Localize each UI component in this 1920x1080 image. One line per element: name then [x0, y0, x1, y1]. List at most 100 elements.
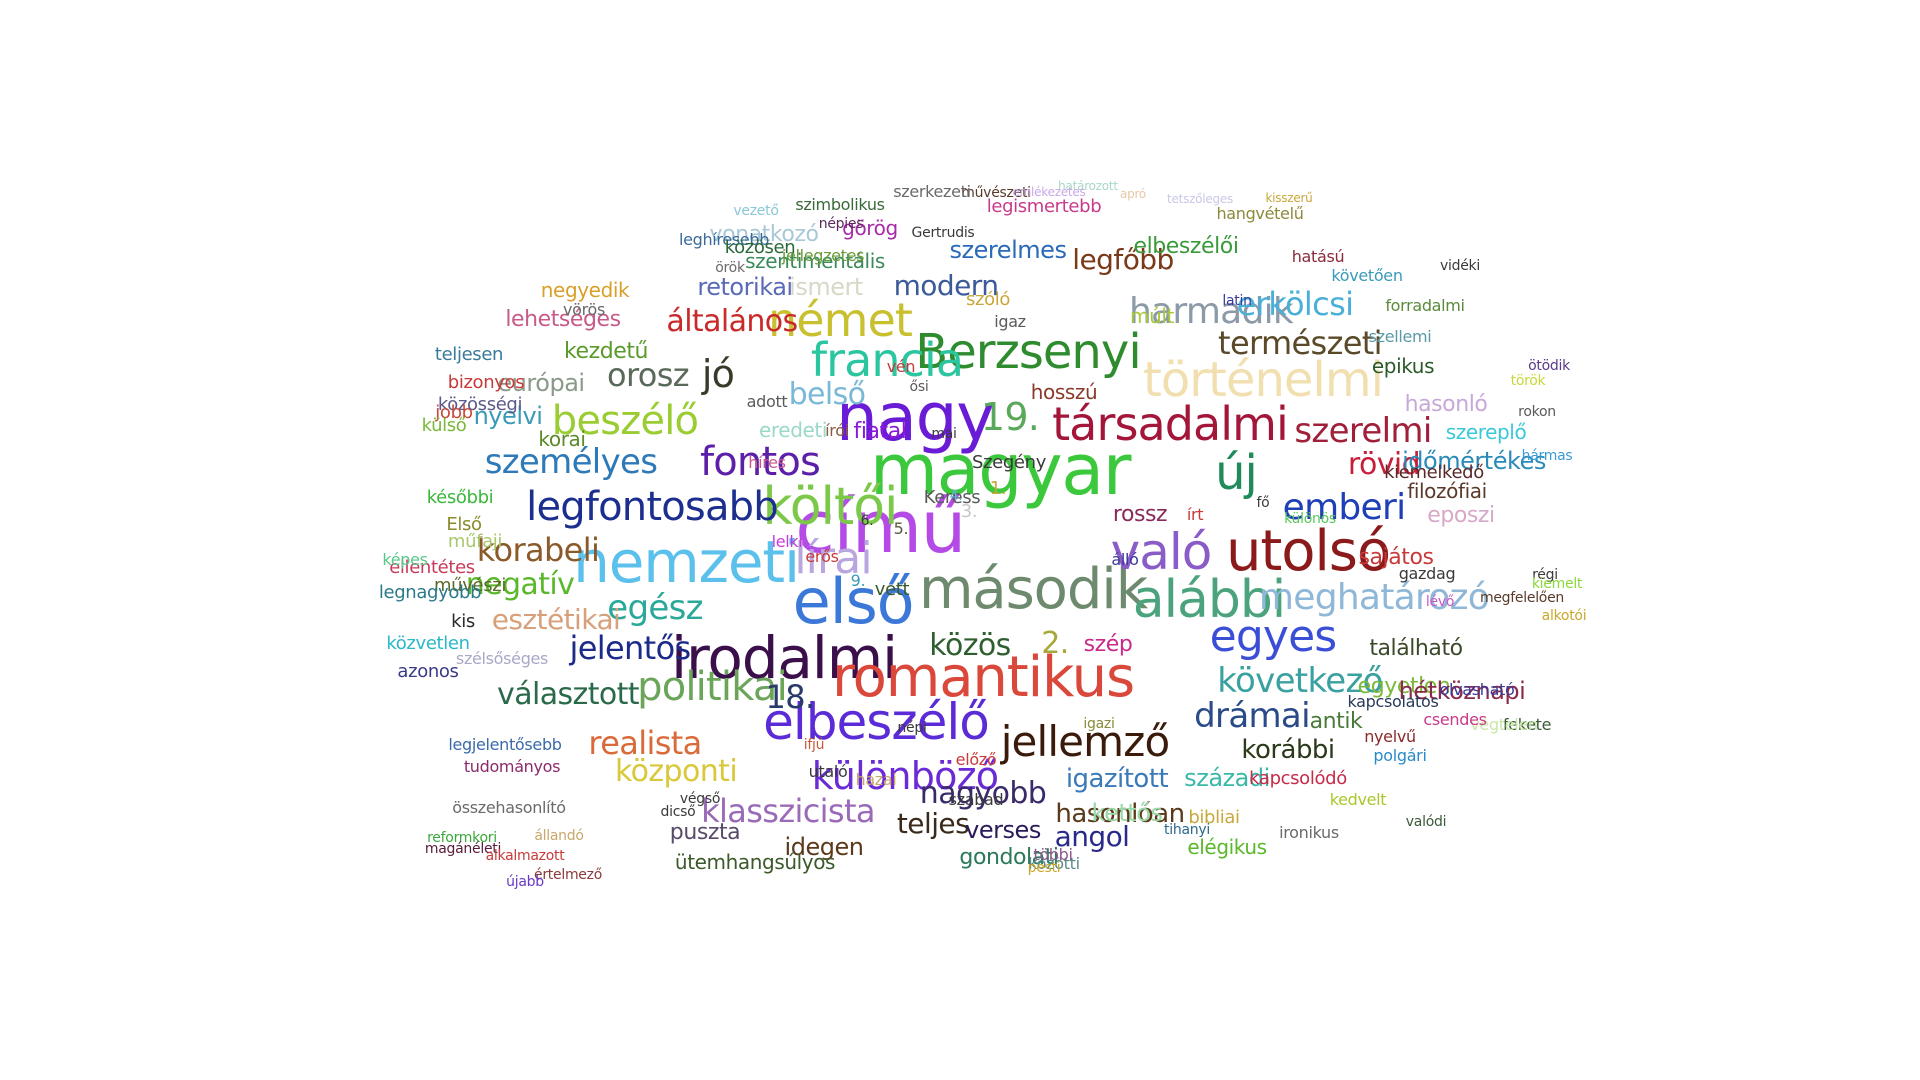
- cloud-word: művészeti: [961, 185, 1031, 201]
- cloud-word: francia: [810, 333, 964, 387]
- cloud-word: kapcsolódó: [1249, 768, 1347, 789]
- cloud-word: adott: [746, 392, 788, 411]
- cloud-word: közösen: [724, 237, 796, 258]
- cloud-word: 2.: [1041, 626, 1069, 661]
- cloud-word: idegen: [784, 833, 864, 861]
- cloud-word: csendes: [1423, 710, 1487, 729]
- cloud-word: nemzeti: [573, 528, 800, 596]
- cloud-word: elbeszélői: [1133, 234, 1239, 259]
- cloud-word: 4.: [949, 488, 963, 504]
- cloud-word: szereplő: [1445, 420, 1527, 444]
- cloud-word: meghatározó: [1258, 577, 1490, 618]
- cloud-word: hazai: [855, 770, 897, 789]
- cloud-word: történelmi: [1142, 352, 1384, 408]
- cloud-word: utolsó: [1226, 519, 1391, 584]
- cloud-word: szimbolikus: [795, 195, 885, 214]
- cloud-word: ismert: [789, 273, 863, 301]
- cloud-word: kisszerű: [1265, 191, 1313, 205]
- cloud-word: legfőbb: [1072, 243, 1174, 276]
- cloud-word: időmértékes: [1402, 447, 1546, 475]
- cloud-word: rossz: [1112, 502, 1168, 527]
- cloud-word: angol: [1054, 820, 1130, 853]
- cloud-word: latin: [1222, 293, 1252, 309]
- cloud-word: központi: [614, 754, 738, 789]
- cloud-word: írt: [1186, 505, 1204, 524]
- cloud-word: igazi: [1083, 716, 1115, 732]
- cloud-word: álló: [1111, 550, 1139, 569]
- cloud-word: népies: [818, 216, 864, 232]
- cloud-word: kezdetű: [563, 339, 649, 364]
- cloud-word: hármas: [1521, 448, 1573, 464]
- cloud-word: német: [767, 293, 913, 347]
- cloud-word: legismertebb: [986, 196, 1102, 217]
- cloud-word: ifjú: [803, 737, 825, 753]
- cloud-word: bizonyos: [447, 372, 525, 393]
- cloud-word: első: [792, 565, 915, 638]
- cloud-word: hétköznapi: [1398, 677, 1526, 705]
- cloud-word: múlt: [1130, 304, 1174, 328]
- cloud-word: szép: [1083, 632, 1133, 657]
- cloud-word: követően: [1331, 266, 1403, 285]
- cloud-word: jellemző: [1000, 717, 1170, 766]
- cloud-word: vén: [886, 357, 916, 376]
- cloud-word: régi: [1532, 567, 1558, 583]
- cloud-word: ősi: [909, 379, 929, 395]
- cloud-word: szerkezeti: [893, 182, 971, 201]
- cloud-word: lévő: [1425, 594, 1455, 610]
- cloud-word: népi: [897, 720, 927, 736]
- cloud-word: magánéleti: [424, 841, 502, 857]
- cloud-word: határozott: [1058, 179, 1118, 193]
- cloud-word: fő: [1256, 495, 1270, 511]
- cloud-word: 1.: [989, 478, 1007, 499]
- cloud-word: végtelen: [1470, 715, 1538, 734]
- cloud-word: közvetlen: [386, 633, 470, 654]
- cloud-word: pesti: [1027, 860, 1061, 876]
- cloud-word: társadalmi: [1052, 397, 1289, 451]
- cloud-word: Első: [446, 514, 482, 535]
- cloud-word: hasonló: [1404, 392, 1488, 417]
- cloud-word: közötti: [1028, 854, 1080, 873]
- cloud-word: lelki: [771, 532, 803, 551]
- cloud-word: kettős: [1091, 799, 1163, 827]
- cloud-word: kis: [451, 611, 475, 632]
- cloud-word: vezető: [733, 203, 779, 219]
- cloud-word: szóló: [965, 289, 1011, 310]
- cloud-word: bibliai: [1188, 807, 1240, 828]
- cloud-word: korabeli: [476, 531, 600, 569]
- cloud-word: beszélő: [551, 398, 699, 444]
- cloud-word: politikai: [637, 664, 788, 710]
- cloud-word: elégikus: [1187, 835, 1267, 859]
- cloud-word: fekete: [1502, 715, 1552, 734]
- cloud-word: negatív: [465, 567, 575, 602]
- cloud-word: 6.: [860, 513, 874, 529]
- cloud-word: tihanyi: [1164, 822, 1210, 838]
- cloud-word: előző: [955, 750, 997, 769]
- cloud-word: utaló: [808, 762, 848, 781]
- cloud-word: 18.: [765, 678, 816, 716]
- cloud-word: polgári: [1373, 746, 1427, 765]
- cloud-word: hatású: [1291, 247, 1345, 266]
- cloud-word: apró: [1119, 187, 1147, 201]
- cloud-word: jobb: [435, 402, 473, 423]
- cloud-word: vonatkozó: [709, 222, 819, 247]
- cloud-word: Keress: [923, 487, 981, 508]
- cloud-word: leghíresebb: [678, 230, 770, 249]
- cloud-word: emlékezetes: [1012, 185, 1086, 199]
- cloud-word: kiemelkedő: [1384, 462, 1484, 483]
- cloud-word: korábbi: [1241, 735, 1335, 765]
- cloud-word: művészi: [434, 575, 506, 596]
- cloud-word: 5.: [893, 519, 909, 538]
- cloud-word: nyelvű: [1364, 727, 1416, 746]
- cloud-word: esztétikai: [491, 603, 621, 636]
- cloud-word: általános: [666, 304, 798, 339]
- cloud-word: rokon: [1518, 404, 1556, 420]
- cloud-word: új: [1215, 445, 1258, 501]
- cloud-word: antik: [1309, 709, 1363, 734]
- cloud-word: lírai: [794, 533, 872, 584]
- cloud-word: szélsőséges: [455, 649, 549, 668]
- cloud-word: összehasonlító: [452, 798, 566, 817]
- cloud-word: dicső: [660, 804, 696, 820]
- cloud-word: szabad: [948, 790, 1004, 809]
- cloud-word: képes: [382, 550, 428, 569]
